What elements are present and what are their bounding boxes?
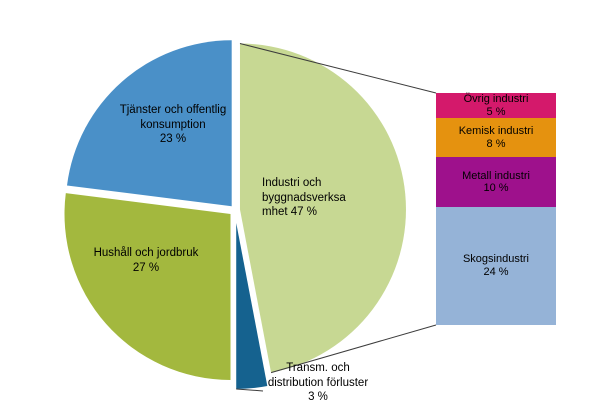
pie-label-line: Transm. och [286,362,350,374]
pie-slice-industri [239,43,406,373]
bar-segment-kemisk-industri: Kemisk industri 8 % [436,118,556,158]
connector-line-top [239,43,437,94]
breakdown-stacked-bar: Övrig industri 5 % Kemisk industri 8 % M… [436,93,556,325]
bar-segment-value: 10 % [483,182,509,195]
transm-leader-line [236,388,264,392]
bar-segment-label: Övrig industri [463,93,529,105]
bar-segment-value: 8 % [486,137,506,150]
bar-segment-label: Kemisk industri [458,125,534,138]
pie-label-transm: Transm. och distribution förluster 3 % [238,361,398,405]
pie-slice-tjanster [67,40,232,207]
pie-label-value: 23 % [159,133,187,145]
bar-segment-label: Metall industri [462,169,530,182]
bar-segment-ovrig-industri: Övrig industri 5 % [436,93,556,118]
pie-label-value: mhet 47 % [262,206,317,218]
pie-label-line: byggnadsverksa [262,191,346,204]
bar-segment-value: 24 % [483,265,509,278]
pie-label-hushall: Hushåll och jordbruk 27 % [66,246,226,275]
pie-label-tjanster: Tjänster och offentlig konsumption 23 % [93,103,253,147]
pie-slice-transm [236,222,268,389]
bar-segment-value: 5 % [486,105,506,118]
pie-label-value: 27 % [132,261,160,274]
pie-label-line: Industri och [262,177,322,189]
bar-segment-label: Skogsindustri [462,253,530,266]
pie-slice-hushall [64,193,231,380]
bar-segment-skogsindustri: Skogsindustri 24 % [436,206,556,325]
pie-label-line: konsumption [140,118,206,131]
connector-line-bottom [270,324,437,374]
pie-label-line: distribution förluster [267,376,369,389]
pie-label-line: Hushåll och jordbruk [93,247,199,259]
bar-segment-metall-industri: Metall industri 10 % [436,157,556,207]
pie-label-line: Tjänster och offentlig [119,104,227,116]
pie-label-value: 3 % [308,391,328,403]
pie-label-industri: Industri och byggnadsverksa mhet 47 % [262,176,372,220]
